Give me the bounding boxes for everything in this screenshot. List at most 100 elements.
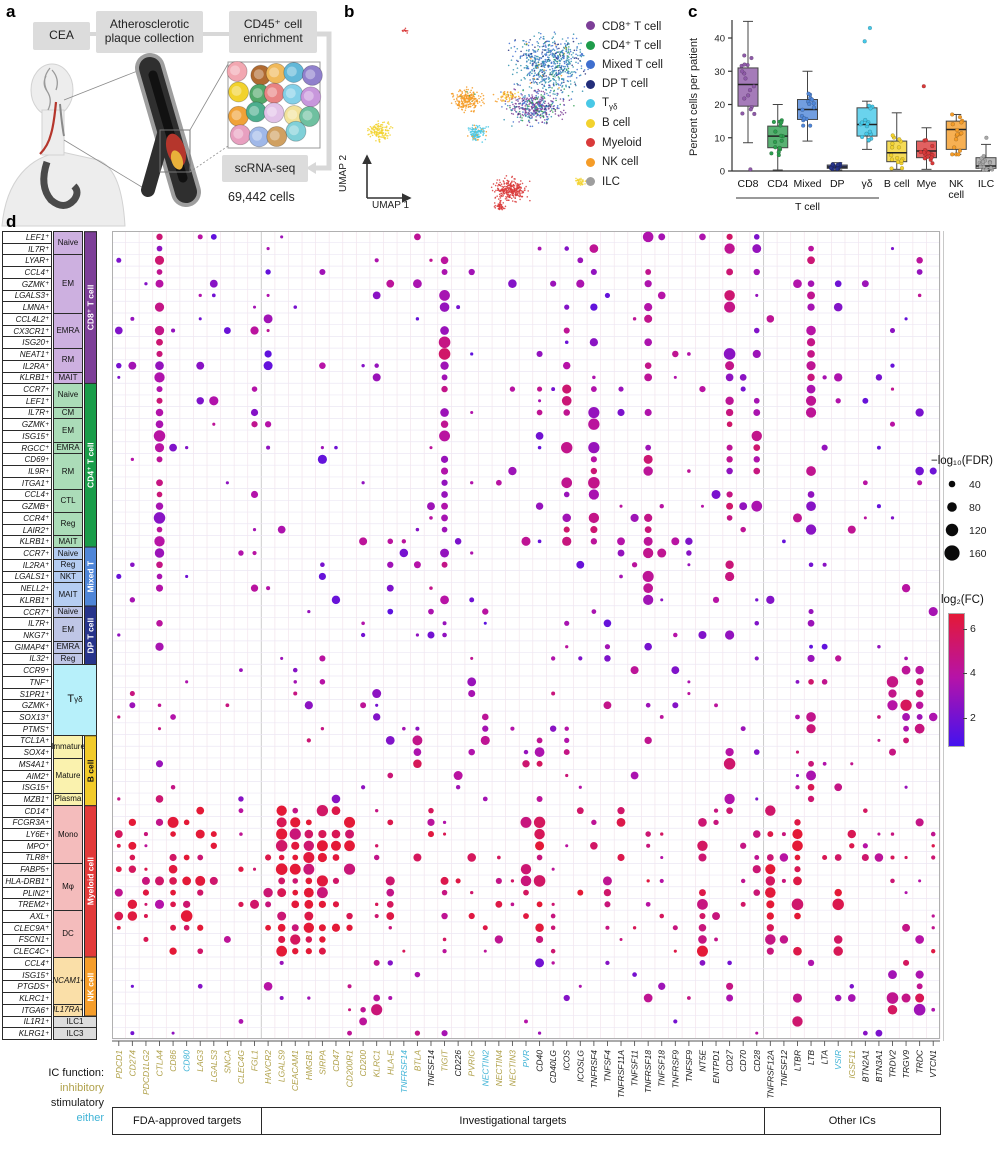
umap-legend-item: Myeloid [586,133,663,153]
umap-legend-item: B cell [586,114,663,134]
gene-row-label: KLRG1 + [2,1027,52,1040]
svg-text:NT5E: NT5E [697,1050,707,1072]
umap-axes [362,154,412,203]
svg-text:TRDC: TRDC [915,1049,925,1073]
umap-x-axis-label: UMAP 1 [372,200,410,211]
svg-text:TNFRSF4: TNFRSF4 [589,1050,599,1089]
plaque-vessel [135,53,201,207]
svg-text:TNFSF9: TNFSF9 [684,1050,694,1082]
gene-row-label: CCR9 + [2,664,52,677]
svg-text:TIGIT: TIGIT [440,1049,450,1072]
svg-text:BTN2A1: BTN2A1 [860,1050,870,1082]
svg-text:Mye: Mye [917,178,937,190]
subtype-label: EM [53,418,83,443]
arrow-head [306,162,316,174]
svg-text:CD226: CD226 [453,1050,463,1077]
svg-text:LTA: LTA [820,1050,830,1065]
fdr-size-legend: 40 80 120 160 [944,479,987,561]
svg-text:CD70: CD70 [738,1050,748,1072]
gene-row-label: ISG15 + [2,968,52,982]
svg-text:CD274: CD274 [127,1050,137,1077]
subtype-label: Reg [53,512,83,537]
umap-legend: CD8⁺ T cell CD4⁺ T cell Mixed T cell DP T c… [586,16,663,192]
svg-text:NK: NK [949,178,964,190]
cell-count: 69,442 cells [228,190,295,204]
svg-text:CD28: CD28 [752,1050,762,1072]
svg-text:B cell: B cell [884,178,910,190]
plaque-collection-illustration [1,31,332,227]
ic-function-item: inhibitory [59,1082,104,1094]
svg-text:VTCN1: VTCN1 [928,1050,938,1078]
umap-y-axis-label: UMAP 2 [338,154,349,192]
svg-text:CD47: CD47 [331,1050,341,1072]
svg-text:TNFRSF12A: TNFRSF12A [765,1050,775,1099]
svg-text:CD4: CD4 [767,178,788,190]
svg-text:LGALS9: LGALS9 [277,1050,287,1082]
svg-text:CD80: CD80 [182,1050,192,1072]
svg-text:T cell: T cell [795,201,820,213]
svg-text:CEACAM1: CEACAM1 [290,1050,300,1091]
svg-text:cell: cell [948,189,964,201]
svg-text:40: 40 [969,479,981,491]
gene-row-label: PLIN2 + [2,886,52,900]
umap-legend-item: CD4⁺ T cell [586,36,663,56]
carotid-artery [39,101,58,155]
legend-color-dot [586,118,595,128]
svg-text:30: 30 [714,67,725,78]
svg-text:DP: DP [830,178,845,190]
dot-plot-canvas [112,231,941,1040]
svg-text:TNFSF4: TNFSF4 [602,1050,612,1082]
svg-text:SIRPA: SIRPA [317,1050,327,1075]
svg-text:10: 10 [714,133,725,144]
subtype-label: EMRA [53,312,83,350]
subtype-label: EM [53,254,83,314]
svg-text:120: 120 [969,525,987,537]
svg-text:BTN3A1: BTN3A1 [874,1050,884,1082]
legend-label: CD8⁺ T cell [602,20,662,33]
svg-text:CD40LG: CD40LG [548,1050,558,1083]
svg-text:20: 20 [714,100,725,111]
umap-legend-item: DP T cell [586,75,663,95]
legend-color-dot [586,40,595,50]
legend-label: Myeloid [602,136,642,149]
svg-text:HAVCR2: HAVCR2 [263,1050,273,1084]
svg-text:PDCD1: PDCD1 [114,1050,124,1079]
svg-text:80: 80 [969,502,981,514]
fc-legend-title: log₂(FC) [941,594,984,606]
legend-color-dot [586,177,595,187]
ic-function-legend: IC function: inhibitory stimulatory either [0,1066,104,1126]
panel-a-label: a [6,2,16,21]
legend-color-dot [586,79,595,89]
flow-box-cea: CEA [33,22,90,50]
svg-text:HMGB1: HMGB1 [304,1050,314,1081]
svg-text:CD200: CD200 [358,1050,368,1077]
legend-label: Tγδ [602,96,618,111]
svg-text:ICOS: ICOS [562,1050,572,1071]
subtype-label: DC [53,910,83,959]
svg-text:0: 0 [720,167,725,178]
fdr-legend-title: −log₁₀(FDR) [931,455,994,467]
svg-text:TNFSF11: TNFSF11 [630,1050,640,1086]
svg-text:TNFSF12: TNFSF12 [779,1050,789,1087]
svg-text:ICOSLG: ICOSLG [575,1050,585,1083]
svg-text:TNFRSF18: TNFRSF18 [643,1050,653,1093]
svg-text:TRGV9: TRGV9 [901,1050,911,1079]
svg-text:HLA-E: HLA-E [385,1050,395,1075]
fc-tick-label: 2 [970,712,976,725]
gene-row-label: S1PR1 + [2,687,52,701]
subtype-label: Mφ [53,863,83,912]
svg-text:CD86: CD86 [168,1050,178,1072]
subtype-label: RM [53,348,83,373]
cell-type-band: CD4⁺ T cell [84,383,97,549]
panel-d-label: d [6,212,17,231]
panel-c-label: c [688,2,698,21]
svg-text:CTLA4: CTLA4 [155,1050,165,1077]
panel-b-label: b [344,2,355,21]
gene-row-label: GZMK + [2,277,52,291]
svg-text:TNFSF18: TNFSF18 [657,1050,667,1087]
column-group-box: Other ICs [763,1107,941,1135]
svg-text:LAG3: LAG3 [195,1050,205,1072]
svg-text:IGSF11: IGSF11 [847,1050,857,1079]
